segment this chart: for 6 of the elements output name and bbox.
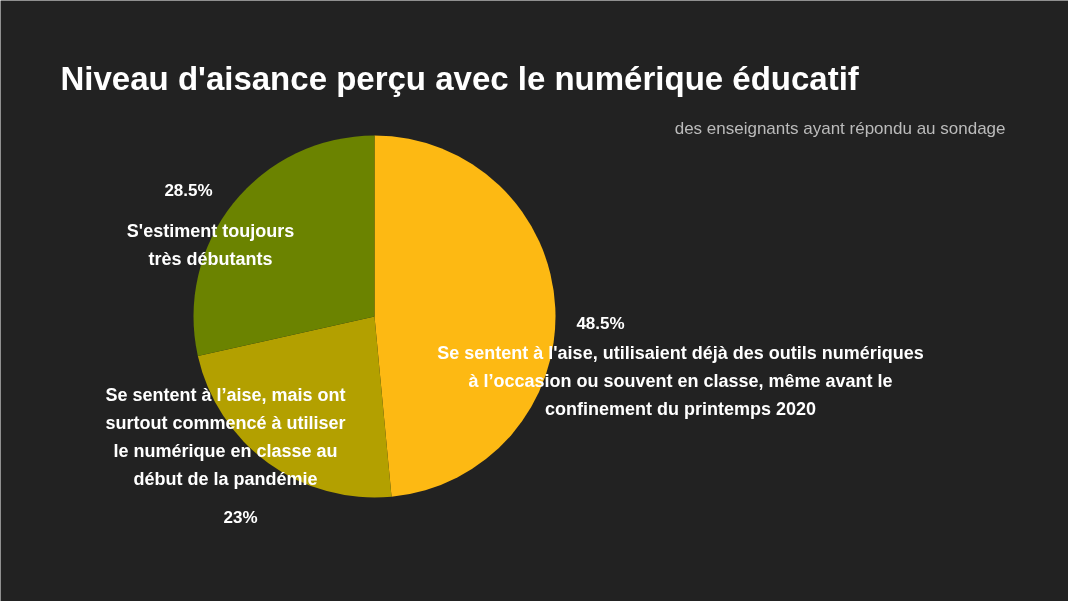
data-label: 28.5%	[164, 181, 213, 200]
slice-label: S'estiment toujours très débutants	[126, 220, 295, 269]
chart-subtitle: des enseignants ayant répondu au sondage	[674, 119, 1006, 138]
data-label: 48.5%	[576, 314, 625, 333]
chart-title: Niveau d'aisance perçu avec le numérique éducatif	[60, 60, 860, 97]
data-label: 23%	[223, 508, 258, 527]
